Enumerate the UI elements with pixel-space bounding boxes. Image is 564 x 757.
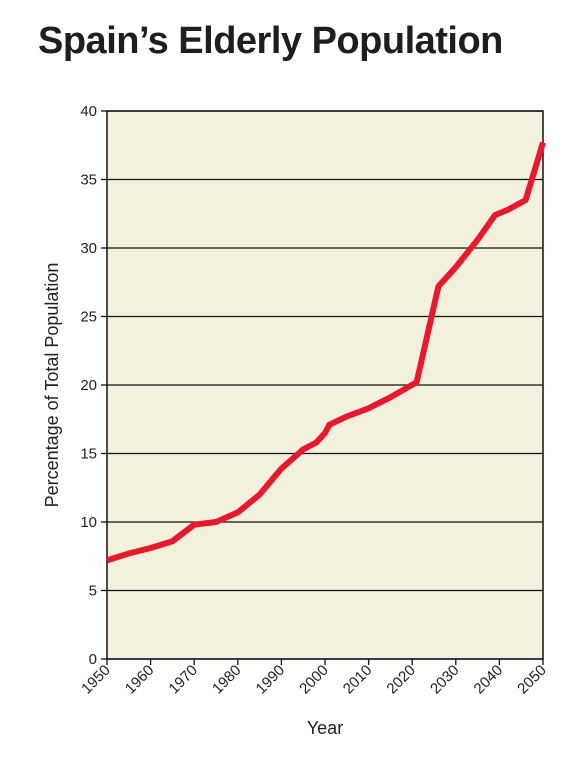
x-tick-label: 1980 [209, 662, 245, 698]
x-tick-label: 2000 [296, 662, 332, 698]
y-axis-label: Percentage of Total Population [42, 263, 62, 508]
y-tick-label: 15 [80, 446, 97, 463]
y-tick-label: 30 [80, 240, 97, 257]
x-tick-label: 1990 [253, 662, 289, 698]
x-axis-label: Year [307, 718, 343, 738]
x-tick-label: 2040 [471, 662, 507, 698]
chart-title: Spain’s Elderly Population [38, 20, 503, 62]
y-tick-label: 0 [89, 651, 97, 668]
x-tick-label: 2050 [514, 662, 550, 698]
x-axis-ticks: 1950 1960 1970 1980 1990 2000 2010 2020 2030 2040… [78, 659, 550, 697]
x-tick-label: 2010 [340, 662, 376, 698]
series-line [106, 141, 546, 564]
y-tick-label: 20 [80, 377, 97, 394]
x-tick-label: 1950 [78, 662, 114, 698]
y-tick-label: 10 [80, 514, 97, 531]
y-tick-label: 5 [89, 583, 97, 600]
y-tick-label: 35 [80, 172, 97, 189]
y-tick-label: 40 [80, 103, 97, 120]
grid-lines [107, 110, 543, 660]
y-tick-label: 25 [80, 309, 97, 326]
x-tick-label: 2030 [427, 662, 463, 698]
x-tick-label: 1970 [165, 662, 201, 698]
y-axis-ticks: 0 5 10 15 20 25 30 35 40 [80, 103, 107, 668]
x-tick-label: 2020 [383, 662, 419, 698]
x-tick-label: 1960 [122, 662, 158, 698]
